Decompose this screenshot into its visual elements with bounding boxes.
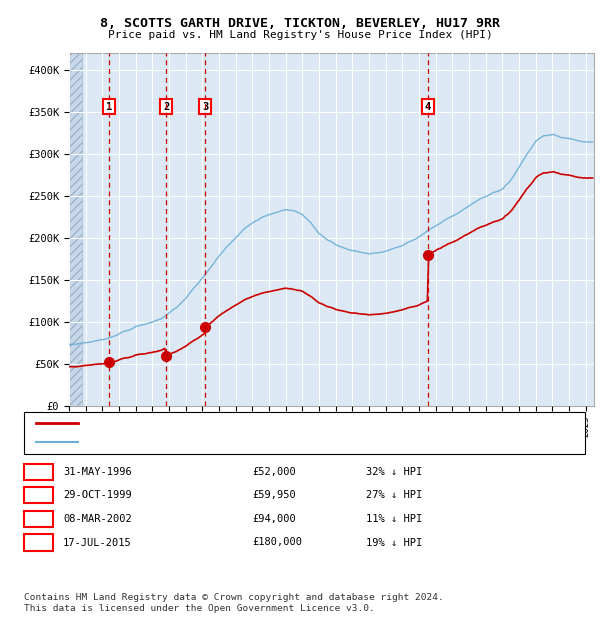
Text: 3: 3 — [35, 514, 41, 524]
Text: 11% ↓ HPI: 11% ↓ HPI — [366, 514, 422, 524]
Text: 29-OCT-1999: 29-OCT-1999 — [63, 490, 132, 500]
Text: £52,000: £52,000 — [252, 467, 296, 477]
Text: £94,000: £94,000 — [252, 514, 296, 524]
Text: 8, SCOTTS GARTH DRIVE, TICKTON, BEVERLEY, HU17 9RR (detached house): 8, SCOTTS GARTH DRIVE, TICKTON, BEVERLEY… — [84, 418, 486, 428]
Text: Price paid vs. HM Land Registry's House Price Index (HPI): Price paid vs. HM Land Registry's House … — [107, 30, 493, 40]
Text: 4: 4 — [425, 102, 431, 112]
Text: 4: 4 — [35, 538, 41, 547]
Text: 8, SCOTTS GARTH DRIVE, TICKTON, BEVERLEY, HU17 9RR: 8, SCOTTS GARTH DRIVE, TICKTON, BEVERLEY… — [100, 17, 500, 30]
Text: £59,950: £59,950 — [252, 490, 296, 500]
Bar — [69, 53, 82, 406]
Text: 1: 1 — [35, 467, 41, 477]
Text: 3: 3 — [202, 102, 208, 112]
Text: 31-MAY-1996: 31-MAY-1996 — [63, 467, 132, 477]
Text: 19% ↓ HPI: 19% ↓ HPI — [366, 538, 422, 547]
Text: 1: 1 — [106, 102, 112, 112]
Text: £180,000: £180,000 — [252, 538, 302, 547]
Text: 32% ↓ HPI: 32% ↓ HPI — [366, 467, 422, 477]
Text: 27% ↓ HPI: 27% ↓ HPI — [366, 490, 422, 500]
Text: 2: 2 — [163, 102, 169, 112]
Text: Contains HM Land Registry data © Crown copyright and database right 2024.
This d: Contains HM Land Registry data © Crown c… — [24, 593, 444, 613]
Text: HPI: Average price, detached house, East Riding of Yorkshire: HPI: Average price, detached house, East… — [84, 437, 444, 447]
Text: 08-MAR-2002: 08-MAR-2002 — [63, 514, 132, 524]
Text: 17-JUL-2015: 17-JUL-2015 — [63, 538, 132, 547]
Text: 2: 2 — [35, 490, 41, 500]
